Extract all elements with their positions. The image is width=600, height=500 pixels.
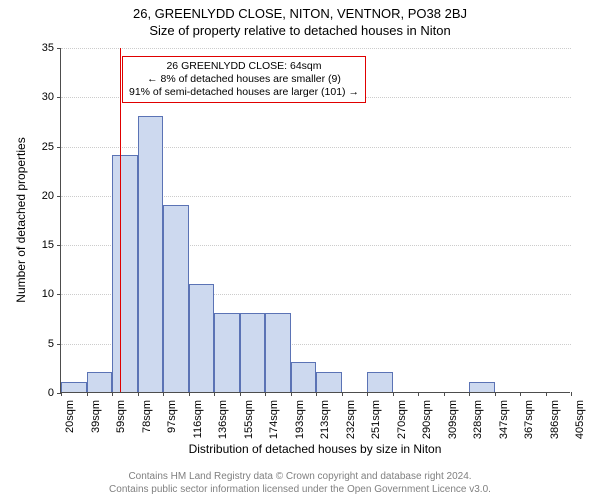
x-tick-mark <box>138 392 139 396</box>
x-axis-label: Distribution of detached houses by size … <box>60 442 570 456</box>
x-tick-mark <box>61 392 62 396</box>
histogram-bar <box>469 382 495 392</box>
x-tick-mark <box>520 392 521 396</box>
histogram-bar <box>240 313 266 392</box>
histogram-bar <box>214 313 240 392</box>
x-tick-label: 39sqm <box>90 400 102 433</box>
annotation-line-3: 91% of semi-detached houses are larger (… <box>129 86 359 99</box>
histogram-bar <box>367 372 393 392</box>
y-tick-label: 20 <box>14 190 54 202</box>
y-tick-label: 10 <box>14 288 54 300</box>
x-tick-mark <box>214 392 215 396</box>
histogram-bar <box>189 284 215 392</box>
y-tick-label: 15 <box>14 239 54 251</box>
y-tick-label: 35 <box>14 42 54 54</box>
x-tick-mark <box>546 392 547 396</box>
x-tick-label: 78sqm <box>141 400 153 433</box>
attribution-footer: Contains HM Land Registry data © Crown c… <box>0 471 600 496</box>
plot-area-wrap: 26 GREENLYDD CLOSE: 64sqm ← 8% of detach… <box>60 48 570 393</box>
x-tick-label: 347sqm <box>498 400 510 439</box>
annotation-line-1: 26 GREENLYDD CLOSE: 64sqm <box>129 60 359 73</box>
title-line-1: 26, GREENLYDD CLOSE, NITON, VENTNOR, PO3… <box>0 6 600 23</box>
x-tick-label: 367sqm <box>523 400 535 439</box>
x-tick-mark <box>444 392 445 396</box>
x-tick-mark <box>469 392 470 396</box>
x-tick-mark <box>393 392 394 396</box>
y-axis-label: Number of detached properties <box>14 137 28 302</box>
gridline <box>61 48 571 49</box>
x-tick-mark <box>189 392 190 396</box>
histogram-bar <box>316 372 342 392</box>
x-tick-mark <box>112 392 113 396</box>
x-tick-mark <box>87 392 88 396</box>
x-tick-label: 59sqm <box>115 400 127 433</box>
annotation-line-2: ← 8% of detached houses are smaller (9) <box>129 73 359 86</box>
histogram-bar <box>163 205 189 392</box>
x-tick-mark <box>367 392 368 396</box>
histogram-bar <box>112 155 138 392</box>
y-tick-mark <box>57 294 61 295</box>
x-tick-mark <box>163 392 164 396</box>
x-tick-label: 116sqm <box>192 400 204 438</box>
x-tick-label: 213sqm <box>319 400 331 439</box>
x-tick-label: 405sqm <box>574 400 586 439</box>
histogram-bar <box>138 116 164 392</box>
y-tick-mark <box>57 48 61 49</box>
y-tick-mark <box>57 147 61 148</box>
x-tick-label: 155sqm <box>243 400 255 439</box>
x-tick-mark <box>495 392 496 396</box>
x-tick-label: 232sqm <box>345 400 357 439</box>
y-tick-label: 0 <box>14 387 54 399</box>
x-tick-label: 193sqm <box>294 400 306 439</box>
x-tick-mark <box>316 392 317 396</box>
footer-line-2: Contains public sector information licen… <box>0 484 600 497</box>
x-tick-mark <box>265 392 266 396</box>
y-tick-mark <box>57 97 61 98</box>
y-tick-label: 5 <box>14 338 54 350</box>
x-tick-label: 270sqm <box>396 400 408 439</box>
x-tick-label: 309sqm <box>447 400 459 439</box>
y-tick-label: 25 <box>14 141 54 153</box>
y-tick-mark <box>57 344 61 345</box>
chart-title: 26, GREENLYDD CLOSE, NITON, VENTNOR, PO3… <box>0 0 600 40</box>
title-line-2: Size of property relative to detached ho… <box>0 23 600 40</box>
histogram-bar <box>61 382 87 392</box>
x-tick-label: 328sqm <box>472 400 484 439</box>
x-tick-mark <box>291 392 292 396</box>
histogram-bar <box>291 362 317 392</box>
chart-container: 26, GREENLYDD CLOSE, NITON, VENTNOR, PO3… <box>0 0 600 500</box>
x-tick-label: 136sqm <box>217 400 229 439</box>
y-tick-label: 30 <box>14 91 54 103</box>
x-tick-mark <box>240 392 241 396</box>
x-tick-label: 386sqm <box>549 400 561 439</box>
x-tick-label: 97sqm <box>166 400 178 433</box>
x-tick-mark <box>571 392 572 396</box>
x-tick-label: 290sqm <box>421 400 433 439</box>
reference-annotation: 26 GREENLYDD CLOSE: 64sqm ← 8% of detach… <box>122 56 366 103</box>
x-tick-label: 174sqm <box>268 400 280 439</box>
x-tick-label: 20sqm <box>64 400 76 433</box>
histogram-bar <box>87 372 113 392</box>
y-tick-mark <box>57 196 61 197</box>
histogram-bar <box>265 313 291 392</box>
x-tick-label: 251sqm <box>370 400 382 439</box>
reference-line <box>120 48 121 392</box>
x-tick-mark <box>418 392 419 396</box>
y-tick-mark <box>57 245 61 246</box>
x-tick-mark <box>342 392 343 396</box>
footer-line-1: Contains HM Land Registry data © Crown c… <box>0 471 600 484</box>
